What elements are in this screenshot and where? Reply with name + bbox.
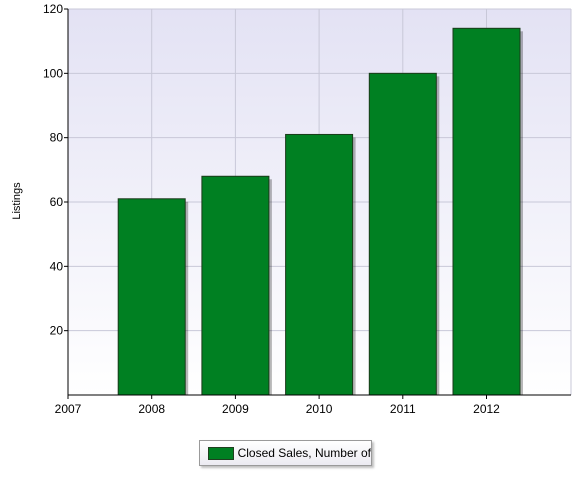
axes (64, 8, 571, 399)
x-tick-label: 2008 (138, 402, 165, 416)
bar-2009 (201, 175, 270, 396)
y-tick-label: 40 (50, 259, 64, 273)
legend-swatch (208, 446, 234, 460)
y-tick-label: 80 (50, 131, 64, 145)
y-tick-label: 120 (43, 2, 63, 16)
x-tick-label: 2010 (306, 402, 333, 416)
x-tick-label: 2007 (55, 402, 82, 416)
y-tick-label: 100 (43, 66, 63, 80)
x-tick-label: 2012 (473, 402, 500, 416)
y-tick-label: 20 (50, 324, 64, 338)
bar-2011 (368, 72, 437, 396)
x-tick-label: 2009 (222, 402, 249, 416)
y-tick-label: 60 (50, 195, 64, 209)
y-axis-label: Listings (11, 182, 23, 220)
legend-label: Closed Sales, Number of (237, 446, 371, 460)
bars (117, 27, 523, 396)
bar-2010 (285, 133, 354, 396)
bar-2012 (452, 27, 521, 396)
legend: Closed Sales, Number of (199, 440, 372, 466)
tick-labels: 20 40 60 80 100 120 2007 2008 2009 2010 2011 2012 (43, 2, 500, 416)
x-tick-label: 2011 (390, 402, 416, 416)
bar-2008 (117, 198, 186, 396)
